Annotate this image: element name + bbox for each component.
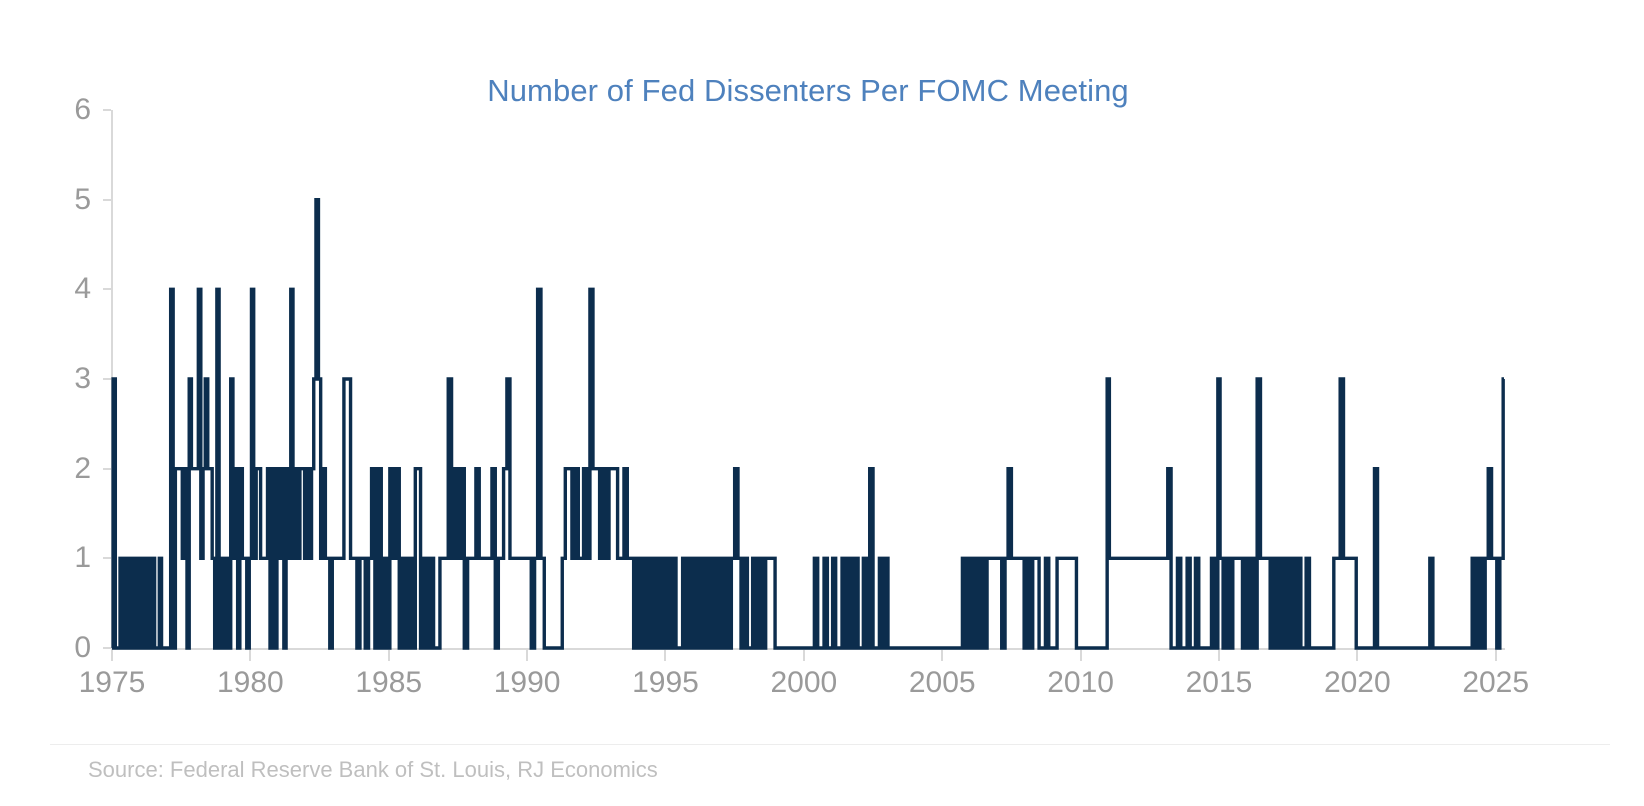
x-tick-mark-2010: [1079, 650, 1082, 661]
x-tick-mark-2020: [1356, 650, 1359, 661]
x-tick-mark-1995: [664, 650, 667, 661]
x-tick-mark-2005: [941, 650, 944, 661]
y-axis-label-6: 6: [74, 93, 91, 126]
series-line-dissenters: [111, 197, 1505, 650]
y-tick-mark-5: [103, 198, 111, 201]
x-axis-label-2010: 2010: [1047, 666, 1114, 699]
x-axis-label-2025: 2025: [1462, 666, 1530, 699]
dissenters-step-line-plot: [111, 197, 1505, 650]
x-axis-label-1975: 1975: [78, 666, 146, 699]
x-tick-mark-1980: [249, 650, 252, 661]
y-tick-mark-1: [103, 557, 111, 560]
y-tick-mark-0: [103, 647, 111, 649]
y-axis-label-1: 1: [74, 541, 91, 575]
x-axis-label-1990: 1990: [493, 666, 561, 699]
x-axis-label-2005: 2005: [908, 666, 976, 699]
x-tick-mark-2025: [1494, 650, 1497, 661]
y-tick-mark-2: [103, 467, 111, 470]
x-tick-mark-2015: [1217, 650, 1220, 661]
plot-area: [111, 110, 1505, 650]
x-axis-label-1985: 1985: [355, 666, 423, 699]
x-tick-mark-1975: [111, 650, 113, 661]
chart-title: Number of Fed Dissenters Per FOMC Meetin…: [487, 73, 1129, 108]
y-axis-label-4: 4: [74, 272, 91, 306]
source-note: Source: Federal Reserve Bank of St. Loui…: [88, 757, 658, 782]
y-axis-label-5: 5: [74, 182, 91, 216]
y-tick-mark-3: [103, 378, 111, 380]
x-axis-label-2020: 2020: [1323, 666, 1391, 699]
footer-divider: [50, 744, 1610, 745]
y-axis-label-2: 2: [74, 451, 91, 485]
x-axis-label-2000: 2000: [770, 666, 838, 699]
y-tick-mark-6: [103, 109, 111, 111]
x-axis-label-2015: 2015: [1185, 666, 1253, 699]
x-axis-label-1995: 1995: [632, 666, 699, 699]
x-tick-mark-1990: [526, 650, 529, 661]
y-axis-label-3: 3: [74, 362, 91, 395]
y-axis-label-0: 0: [74, 631, 91, 664]
x-tick-mark-1985: [387, 650, 390, 661]
x-axis-label-1980: 1980: [216, 666, 284, 699]
y-tick-mark-4: [103, 288, 111, 291]
x-tick-mark-2000: [802, 650, 805, 661]
